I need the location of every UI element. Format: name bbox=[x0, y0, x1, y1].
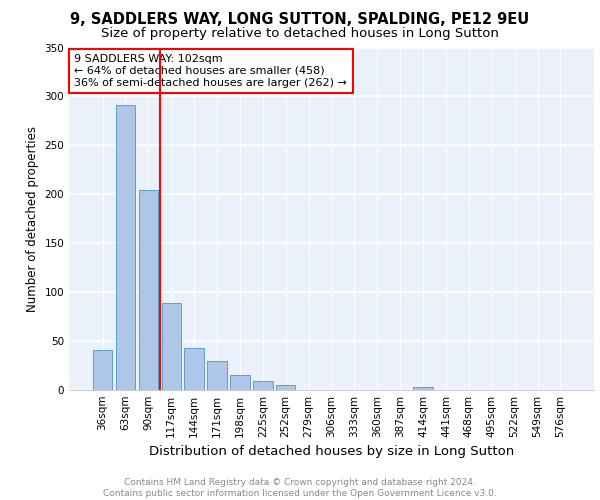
Text: 9 SADDLERS WAY: 102sqm
← 64% of detached houses are smaller (458)
36% of semi-de: 9 SADDLERS WAY: 102sqm ← 64% of detached… bbox=[74, 54, 347, 88]
X-axis label: Distribution of detached houses by size in Long Sutton: Distribution of detached houses by size … bbox=[149, 446, 514, 458]
Text: Size of property relative to detached houses in Long Sutton: Size of property relative to detached ho… bbox=[101, 28, 499, 40]
Bar bbox=[161, 303, 181, 390]
Bar bbox=[93, 350, 112, 390]
Bar bbox=[230, 376, 250, 390]
Text: Contains HM Land Registry data © Crown copyright and database right 2024.
Contai: Contains HM Land Registry data © Crown c… bbox=[103, 478, 497, 498]
Bar bbox=[253, 381, 272, 390]
Y-axis label: Number of detached properties: Number of detached properties bbox=[26, 126, 39, 312]
Bar bbox=[116, 105, 135, 390]
Bar bbox=[413, 387, 433, 390]
Bar bbox=[276, 385, 295, 390]
Bar bbox=[208, 360, 227, 390]
Bar bbox=[139, 190, 158, 390]
Bar bbox=[184, 348, 204, 390]
Text: 9, SADDLERS WAY, LONG SUTTON, SPALDING, PE12 9EU: 9, SADDLERS WAY, LONG SUTTON, SPALDING, … bbox=[70, 12, 530, 28]
